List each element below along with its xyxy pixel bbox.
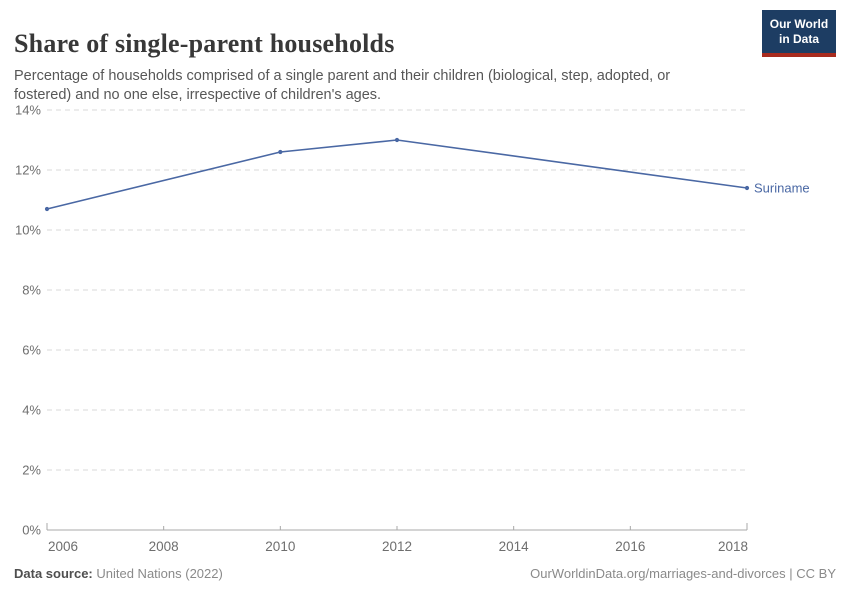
data-source: Data source: United Nations (2022) [14, 566, 223, 581]
data-source-label: Data source: [14, 566, 93, 581]
y-axis-tick-label: 0% [22, 523, 41, 538]
y-axis-tick-label: 8% [22, 283, 41, 298]
x-axis-tick-label: 2012 [382, 539, 412, 554]
x-axis-tick-label: 2008 [149, 539, 179, 554]
chart-subtitle: Percentage of households comprised of a … [14, 67, 671, 103]
y-axis-tick-label: 14% [15, 103, 41, 118]
owid-logo-line1: Our World [769, 17, 829, 31]
data-point [278, 149, 283, 155]
chart-footer: Data source: United Nations (2022) OurWo… [14, 566, 836, 581]
data-line-suriname [46, 139, 748, 210]
y-axis-tick-label: 10% [15, 223, 41, 238]
owid-logo[interactable]: Our World in Data [762, 10, 836, 57]
y-axis-tick-label: 2% [22, 463, 41, 478]
page-title: Share of single-parent households [14, 29, 395, 59]
data-point [394, 137, 400, 143]
y-axis-tick-label: 12% [15, 163, 41, 178]
x-axis-tick-label: 2006 [48, 539, 78, 554]
x-axis-tick-label: 2014 [499, 539, 530, 554]
owid-logo-line2: in Data [778, 32, 819, 46]
y-axis-tick-label: 6% [22, 343, 41, 358]
x-axis-tick-label: 2010 [265, 539, 295, 554]
credit-link[interactable]: OurWorldinData.org/marriages-and-divorce… [530, 566, 836, 581]
data-source-value: United Nations (2022) [92, 566, 223, 581]
data-point [744, 185, 750, 191]
x-axis-tick-label: 2018 [718, 539, 748, 554]
y-axis-tick-label: 4% [22, 403, 41, 418]
series-end-label: Suriname [754, 181, 810, 196]
x-axis-tick-label: 2016 [615, 539, 645, 554]
data-point [44, 206, 50, 212]
